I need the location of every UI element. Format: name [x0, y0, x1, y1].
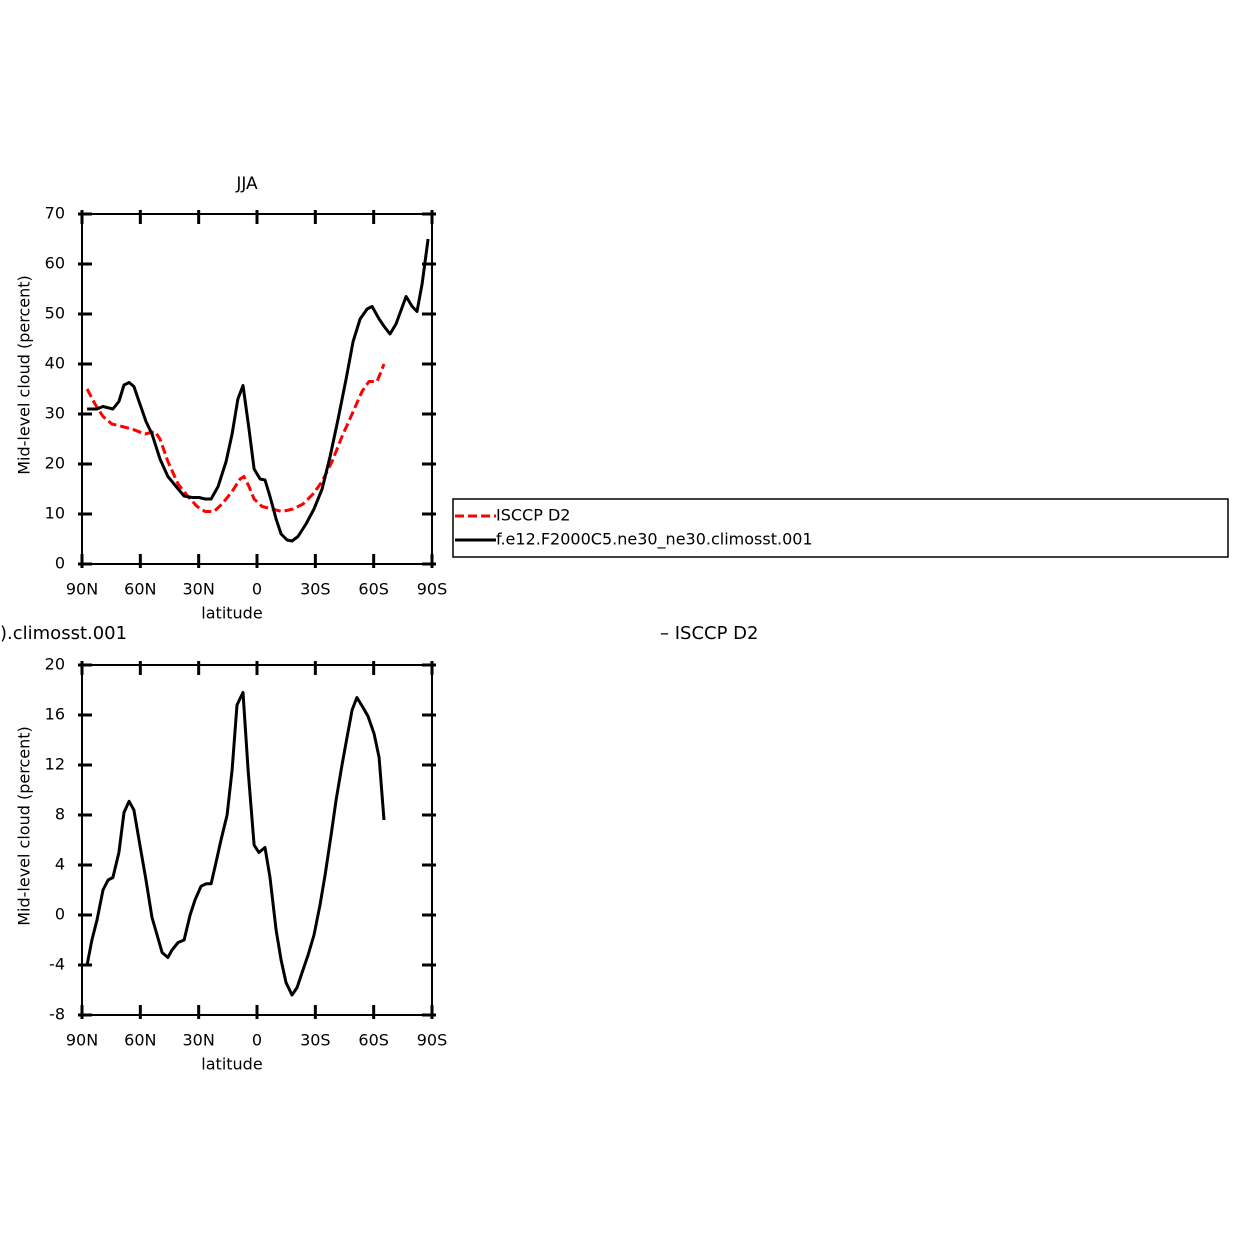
x-tick-label: 30N	[183, 1031, 215, 1050]
chart-title-right: – ISCCP D2	[660, 623, 758, 644]
chart-title: JJA	[235, 174, 258, 194]
y-tick-label: 70	[45, 204, 65, 223]
x-axis-label: latitude	[201, 1055, 262, 1074]
data-line	[87, 238, 430, 543]
x-tick-label: 60S	[358, 1031, 389, 1050]
x-tick-label: 0	[252, 1031, 262, 1050]
y-tick-label: 0	[55, 554, 65, 573]
x-tick-label: 60N	[124, 1031, 156, 1050]
legend-label: ISCCP D2	[496, 506, 570, 525]
y-tick-label: 20	[45, 454, 65, 473]
data-line	[85, 691, 386, 997]
y-tick-label: 40	[45, 354, 65, 373]
x-tick-label: 90S	[417, 1031, 448, 1050]
legend-label: f.e12.F2000C5.ne30_ne30.climosst.001	[496, 530, 813, 550]
y-tick-label: 12	[45, 755, 65, 774]
x-tick-label: 90N	[66, 580, 98, 599]
y-tick-label: 50	[45, 304, 65, 323]
y-tick-label: -8	[49, 1005, 65, 1024]
y-tick-label: 60	[45, 254, 65, 273]
y-tick-label: 8	[55, 805, 65, 824]
chart-title-left: ).climosst.001	[0, 623, 127, 644]
x-tick-label: 30N	[183, 580, 215, 599]
y-tick-label: 10	[45, 504, 65, 523]
x-tick-label: 60S	[358, 580, 389, 599]
x-axis-label: latitude	[201, 604, 262, 623]
plot-frame	[81, 664, 433, 1016]
y-tick-label: 30	[45, 404, 65, 423]
y-tick-label: 0	[55, 905, 65, 924]
y-tick-label: 4	[55, 855, 65, 874]
x-tick-label: 0	[252, 580, 262, 599]
y-tick-label: 20	[45, 655, 65, 674]
y-tick-label: 16	[45, 705, 65, 724]
y-tick-label: -4	[49, 955, 65, 974]
x-tick-label: 90S	[417, 580, 448, 599]
legend-box	[452, 498, 1229, 558]
y-axis-label: Mid-level cloud (percent)	[15, 726, 34, 926]
x-tick-label: 90N	[66, 1031, 98, 1050]
x-tick-label: 60N	[124, 580, 156, 599]
plot-frame	[81, 213, 433, 565]
x-tick-label: 30S	[300, 580, 331, 599]
x-tick-label: 30S	[300, 1031, 331, 1050]
y-axis-label: Mid-level cloud (percent)	[15, 275, 34, 475]
data-line	[85, 363, 386, 513]
